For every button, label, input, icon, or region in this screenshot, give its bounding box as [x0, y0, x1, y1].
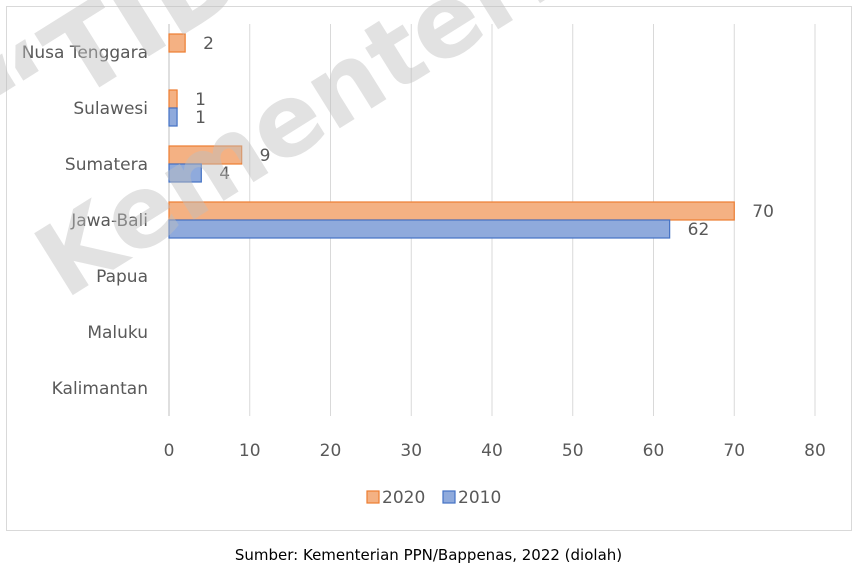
- bar-2020: [168, 33, 186, 53]
- data-label: 4: [219, 164, 230, 184]
- x-tick-label: 50: [562, 441, 584, 461]
- bar-2010: [168, 219, 671, 239]
- category-labels: Nusa Tenggara Sulawesi Sumatera Jawa-Bali Pa…: [22, 43, 148, 399]
- data-label: 70: [752, 202, 774, 222]
- category-label: Jawa-Bali: [70, 211, 148, 231]
- category-label: Nusa Tenggara: [22, 43, 148, 63]
- category-label: Sulawesi: [73, 99, 148, 119]
- category-label: Maluku: [87, 323, 148, 343]
- x-tick-label: 0: [164, 441, 175, 461]
- bars: [168, 33, 735, 239]
- bar-2020: [168, 89, 178, 109]
- bar-2010: [168, 107, 178, 127]
- x-tick-label: 80: [804, 441, 826, 461]
- x-tick-label: 60: [643, 441, 665, 461]
- chart-frame: [6, 6, 852, 531]
- data-label: 1: [195, 108, 206, 128]
- data-label: 2: [203, 34, 214, 54]
- legend-swatch-2010: [442, 490, 456, 504]
- legend: 2020 2010: [366, 488, 501, 508]
- category-label: Sumatera: [65, 155, 148, 175]
- legend-label: 2010: [458, 488, 501, 508]
- category-label: Kalimantan: [52, 379, 148, 399]
- data-labels: 2 11 9 4 70 62: [195, 34, 774, 240]
- category-label: Papua: [96, 267, 148, 287]
- bar-2010: [168, 163, 202, 183]
- source-caption: Sumber: Kementerian PPN/Bappenas, 2022 (…: [234, 546, 623, 564]
- data-label: 62: [688, 220, 710, 240]
- x-tick-label: 40: [481, 441, 503, 461]
- x-tick-label: 30: [400, 441, 422, 461]
- legend-swatch-2020: [366, 490, 380, 504]
- legend-label: 2020: [382, 488, 425, 508]
- x-tick-label: 70: [723, 441, 745, 461]
- x-tick-label: 10: [239, 441, 261, 461]
- x-tick-labels: 0 10 20 30 40 50 60 70 80: [164, 441, 826, 461]
- x-tick-label: 20: [320, 441, 342, 461]
- bar-2020: [168, 145, 243, 165]
- data-label: 9: [260, 146, 271, 166]
- data-label: 1: [195, 90, 206, 110]
- bar-chart: Nusa Tenggara Sulawesi Sumatera Jawa-Bali Pa…: [0, 0, 826, 508]
